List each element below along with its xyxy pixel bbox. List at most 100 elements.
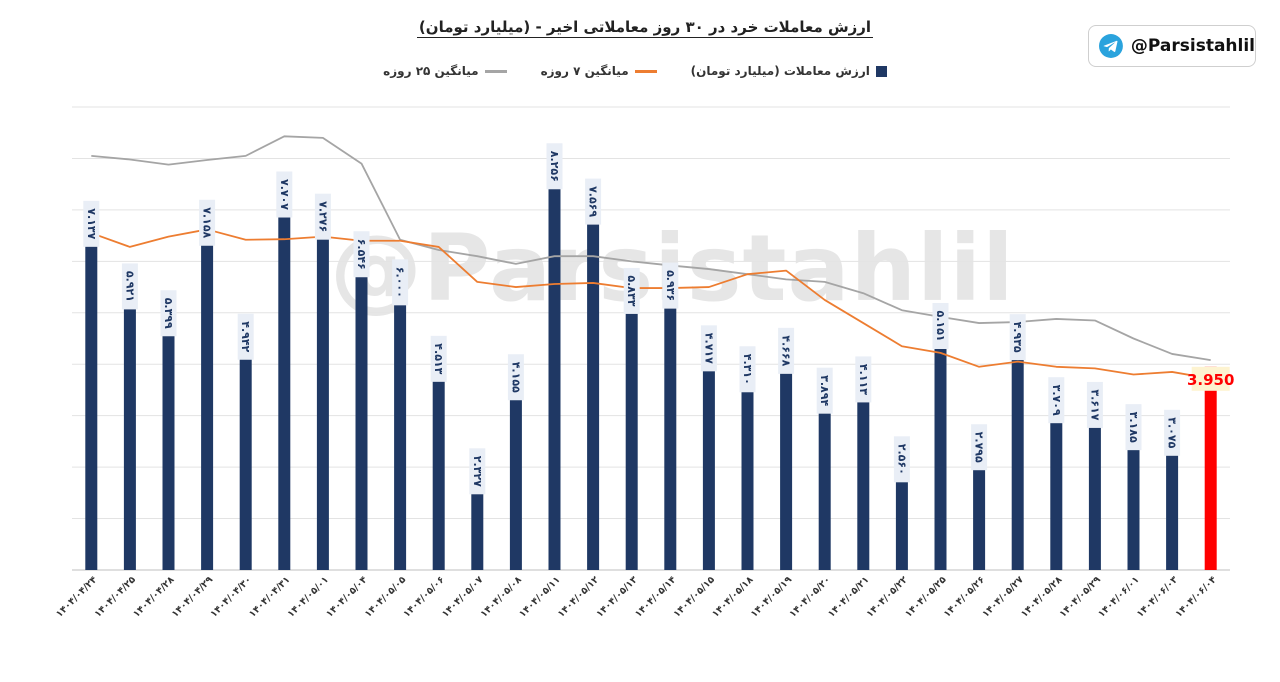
data-label: ۶.۵۴۶ xyxy=(355,239,368,270)
bar xyxy=(316,195,329,570)
bar-series xyxy=(85,145,1217,571)
data-label: ۴.۹۳۵ xyxy=(1011,322,1024,353)
bar xyxy=(1088,383,1101,570)
chart-title: ارزش معاملات خرد در ۳۰ روز معاملاتی اخیر… xyxy=(416,18,874,38)
data-label-box xyxy=(971,424,988,471)
data-label: ۵.۹۳۶ xyxy=(664,270,677,301)
data-label: ۲.۷۹۵ xyxy=(973,432,986,463)
bar xyxy=(85,202,98,570)
data-label: ۷.۷۰۷ xyxy=(278,179,291,210)
data-label: ۶.۰۰۰ xyxy=(394,267,407,298)
bar xyxy=(625,269,638,570)
bar xyxy=(548,145,561,571)
data-label: ۵.۸۳۳ xyxy=(625,275,638,306)
data-label-box xyxy=(353,231,370,278)
data-label: ۷.۱۵۸ xyxy=(201,207,214,238)
data-label-box xyxy=(276,171,293,218)
x-axis-labels: ۱۴۰۴/۰۴/۲۴۱۴۰۴/۰۴/۲۵۱۴۰۴/۰۴/۲۸۱۴۰۴/۰۴/۲۹… xyxy=(54,574,1219,620)
bar xyxy=(1011,316,1024,570)
data-label: ۵.۳۹۹ xyxy=(162,298,175,329)
bar xyxy=(818,369,831,570)
data-label-box xyxy=(1191,366,1230,391)
bar xyxy=(201,201,214,570)
data-label-box xyxy=(932,303,949,350)
data-label-box xyxy=(469,448,486,495)
data-label: ۴.۱۱۳ xyxy=(857,364,870,395)
bar xyxy=(934,305,947,570)
legend-item-ma7: میانگین ۷ روزه xyxy=(541,64,657,78)
data-label: ۵.۹۲۱ xyxy=(123,271,136,302)
bar xyxy=(664,264,677,570)
data-label: ۴.۷۱۷ xyxy=(702,333,715,364)
bar xyxy=(278,173,291,570)
data-label-box xyxy=(237,313,254,360)
legend-swatch-ma25 xyxy=(484,69,507,73)
bar xyxy=(741,348,754,570)
telegram-badge[interactable]: @Parsistahlil xyxy=(1088,25,1256,67)
data-label-box xyxy=(1164,409,1181,456)
legend-label-ma25: میانگین ۲۵ روزه xyxy=(383,64,479,78)
data-label-box xyxy=(778,327,795,374)
bar xyxy=(702,327,715,570)
telegram-handle[interactable]: @Parsistahlil xyxy=(1130,36,1255,56)
bar xyxy=(1204,366,1217,570)
data-label: ۸.۲۵۶ xyxy=(548,151,561,182)
data-label-box xyxy=(160,290,177,337)
bar xyxy=(123,265,136,570)
bar xyxy=(162,292,175,570)
bar xyxy=(355,233,368,570)
data-label-box xyxy=(1048,377,1065,424)
telegram-icon xyxy=(1099,34,1123,58)
data-label-box xyxy=(816,367,833,414)
bar xyxy=(587,180,600,570)
data-label-box xyxy=(546,143,563,190)
data-label: ۷.۲۷۶ xyxy=(316,201,329,232)
data-label: ۴.۵۱۳ xyxy=(432,343,445,374)
legend-item-ma25: میانگین ۲۵ روزه xyxy=(383,64,507,78)
legend-swatch-bars xyxy=(875,65,887,77)
data-label-box xyxy=(739,346,756,393)
data-label-box xyxy=(700,325,717,372)
data-label: ۲.۵۶۰ xyxy=(895,444,908,475)
data-label-box xyxy=(507,354,524,401)
data-label: ۴.۱۵۵ xyxy=(509,362,522,393)
data-label-box xyxy=(585,178,602,225)
line-ma25 xyxy=(91,135,1211,361)
data-label: ۵.۱۵۱ xyxy=(934,310,947,341)
bar xyxy=(509,356,522,570)
data-label-box xyxy=(623,267,640,314)
data-label: ۷.۱۳۷ xyxy=(85,208,98,239)
data-label: ۳.۶۱۷ xyxy=(1088,389,1101,420)
data-label: ۲.۳۲۷ xyxy=(471,456,484,487)
data-label-box xyxy=(430,335,447,382)
data-label: ۳.۱۸۵ xyxy=(1127,412,1140,443)
x-tick-label: ۱۴۰۴/۰۶/۰۴ xyxy=(1173,574,1219,620)
data-label-box xyxy=(1009,314,1026,361)
data-labels: ۷.۱۳۷ ۵.۹۲۱ ۵.۳۹۹ ۷.۱۵۸ ۴.۹۴۲ ۷.۷۰۷ ۷.۲۷۶ ۶.۵۴۶… xyxy=(83,143,1234,495)
data-label-box xyxy=(392,259,409,306)
bar xyxy=(432,337,445,570)
bar xyxy=(239,315,252,570)
data-label-box xyxy=(199,199,216,246)
legend-item-bars: ارزش معاملات (میلیارد تومان) xyxy=(691,64,887,78)
data-label: ۳.۰۷۵ xyxy=(1166,417,1179,448)
data-label: 3.950 xyxy=(1187,371,1234,389)
line-ma7 xyxy=(90,228,1211,380)
data-label: ۴.۳۱۰ xyxy=(741,354,754,385)
data-label: ۷.۵۶۹ xyxy=(587,186,600,217)
bar xyxy=(394,261,407,570)
bar xyxy=(857,358,870,570)
data-label-box xyxy=(83,200,100,247)
chart-legend: ارزش معاملات (میلیارد تومان) میانگین ۷ ر… xyxy=(0,64,1270,78)
legend-swatch-ma7 xyxy=(634,69,657,73)
legend-label-ma7: میانگین ۷ روزه xyxy=(540,64,629,78)
data-label-box xyxy=(855,356,872,403)
data-label-box xyxy=(314,193,331,240)
data-label: ۴.۶۶۸ xyxy=(780,335,793,366)
data-label-box xyxy=(662,262,679,309)
legend-label-bars: ارزش معاملات (میلیارد تومان) xyxy=(690,64,870,78)
data-label: ۳.۷۰۹ xyxy=(1050,385,1063,416)
data-label-box xyxy=(1125,404,1142,451)
data-label: ۴.۹۴۲ xyxy=(239,321,252,352)
